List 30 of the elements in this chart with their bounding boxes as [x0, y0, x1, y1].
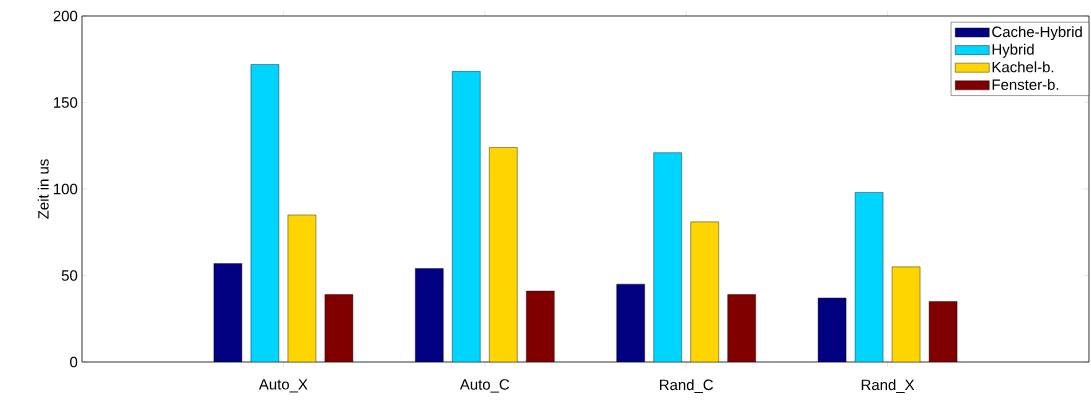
bar — [213, 263, 243, 362]
legend-label: Kachel-b. — [992, 61, 1054, 73]
bar — [452, 71, 481, 362]
bar — [854, 192, 884, 362]
bar — [489, 147, 518, 362]
bar — [928, 301, 958, 362]
bar — [250, 64, 280, 362]
bar — [324, 294, 354, 362]
bar — [653, 152, 682, 362]
bar — [526, 290, 555, 362]
x-tick-label: Rand_C — [659, 379, 714, 393]
legend-label: Cache-Hybrid — [992, 26, 1082, 41]
x-tick-label: Rand_X — [861, 379, 915, 393]
bar — [616, 283, 645, 362]
bar — [727, 294, 756, 362]
legend-label: Hybrid — [992, 43, 1034, 58]
bar — [415, 268, 444, 362]
y-tick-label: 50 — [61, 270, 78, 281]
x-tick-label: Auto_X — [258, 379, 308, 393]
bar — [817, 297, 847, 362]
bar — [690, 221, 719, 362]
x-tick-label: Auto_C — [459, 379, 510, 393]
y-axis-title: Zeit in us — [37, 159, 49, 219]
bar — [287, 214, 317, 362]
y-tick-label: 150 — [54, 97, 78, 108]
y-tick-label: 0 — [70, 356, 78, 368]
bar — [891, 266, 921, 362]
y-tick-label: 200 — [53, 10, 78, 22]
y-tick-label: 100 — [54, 183, 78, 195]
legend-label: Fenster-b. — [992, 78, 1059, 90]
